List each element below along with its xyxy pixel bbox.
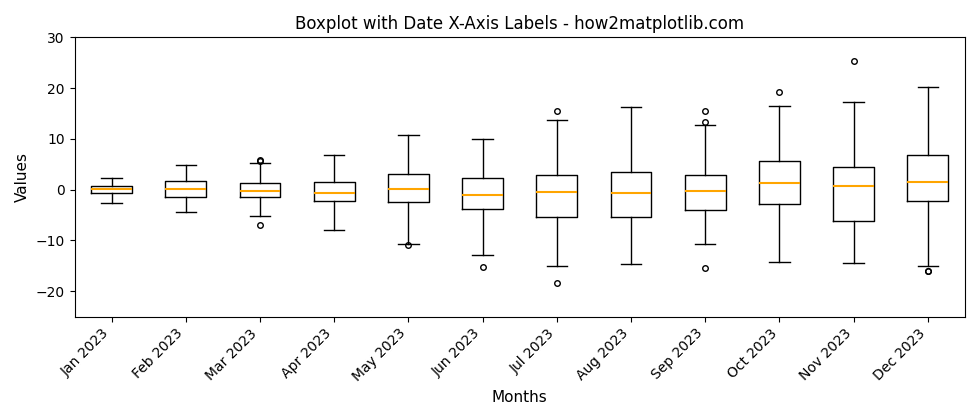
Title: Boxplot with Date X-Axis Labels - how2matplotlib.com: Boxplot with Date X-Axis Labels - how2ma… (295, 15, 745, 33)
Y-axis label: Values: Values (15, 152, 30, 202)
X-axis label: Months: Months (492, 390, 548, 405)
